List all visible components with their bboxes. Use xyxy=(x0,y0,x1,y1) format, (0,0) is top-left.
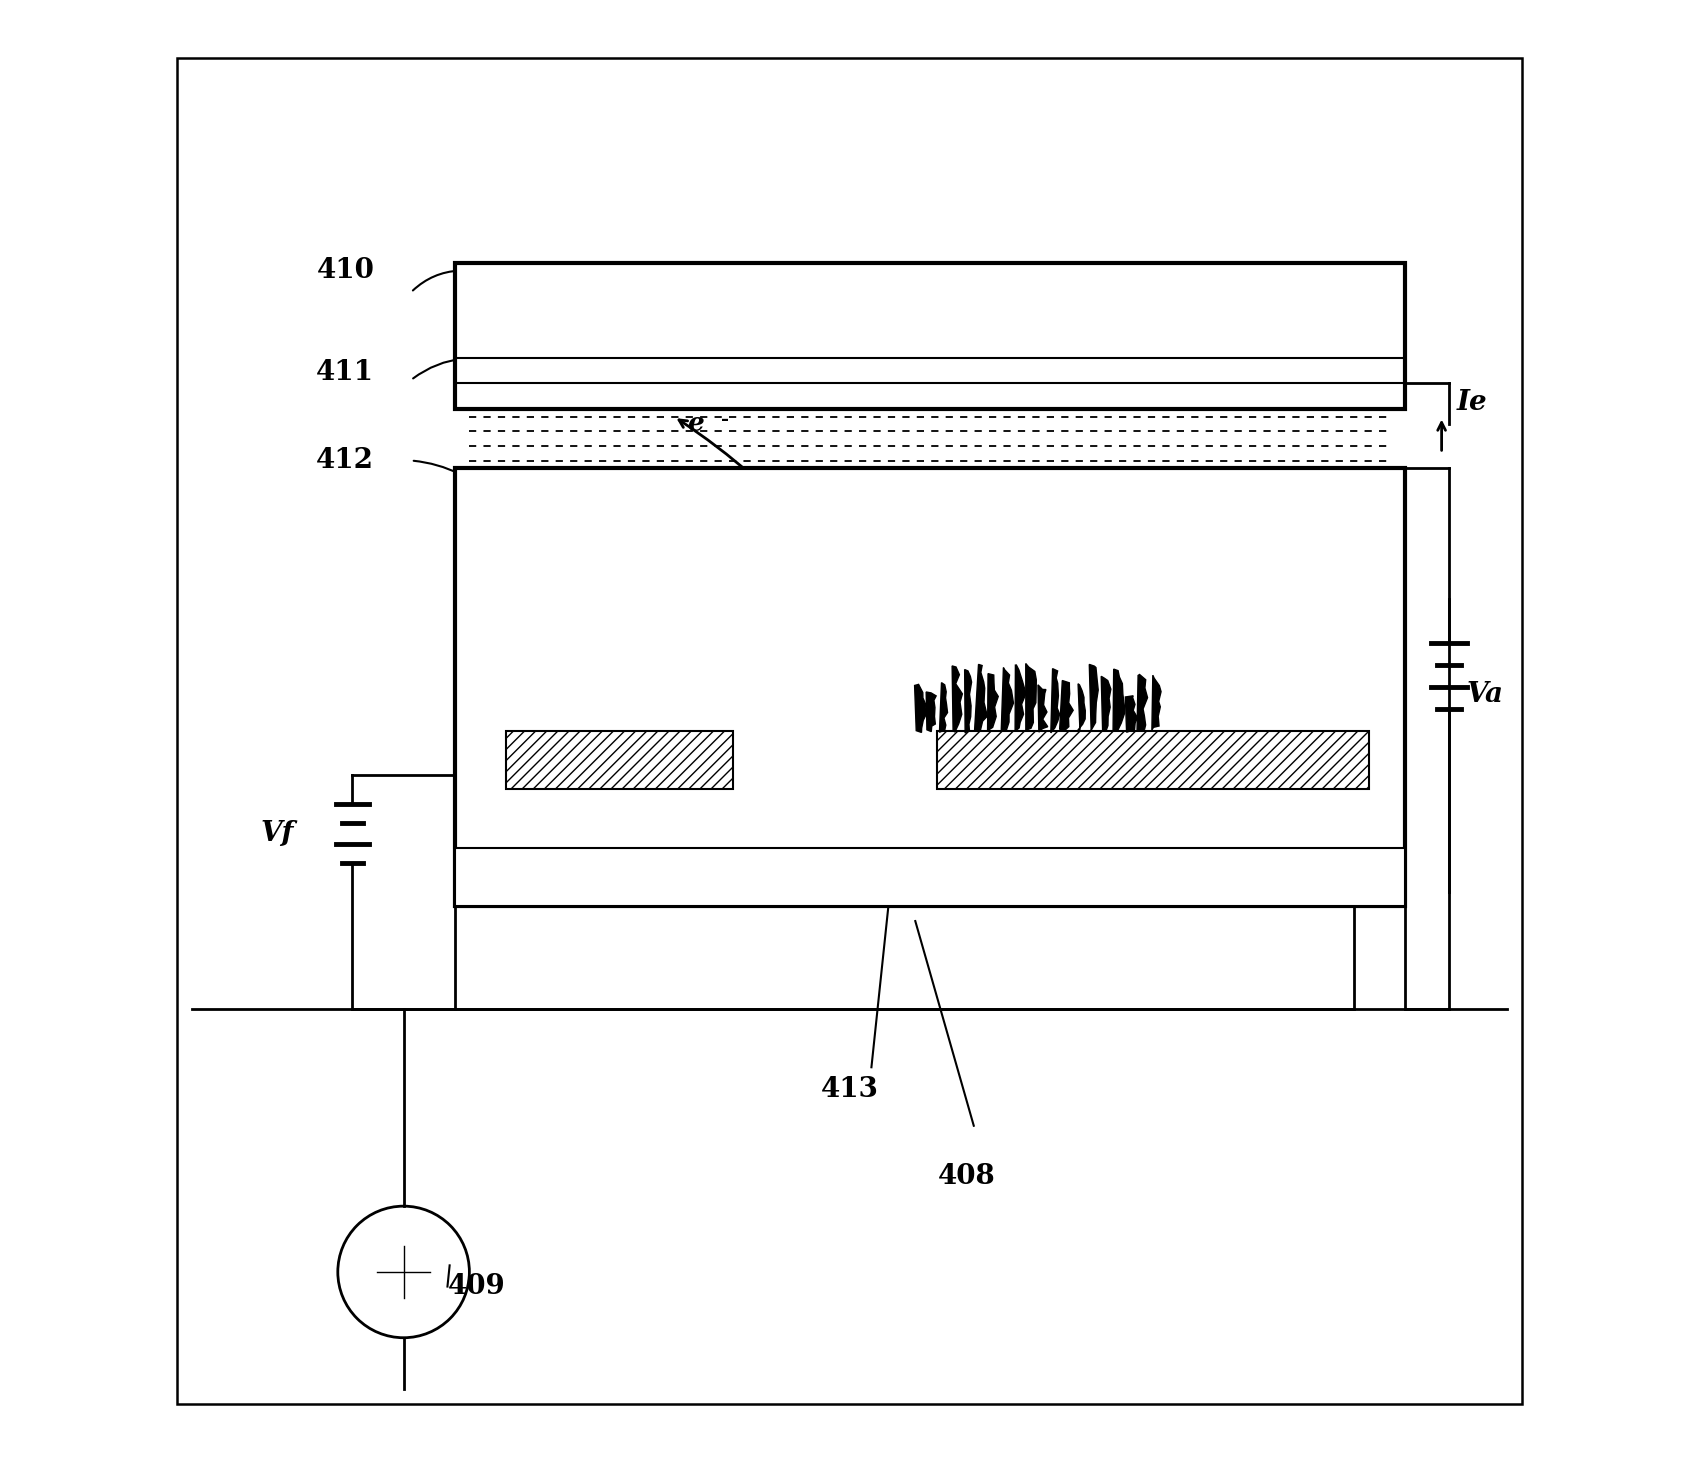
Bar xyxy=(506,731,732,789)
Polygon shape xyxy=(1049,668,1060,732)
Text: 411: 411 xyxy=(316,360,374,386)
Text: 410: 410 xyxy=(316,257,374,284)
Text: Va: Va xyxy=(1465,681,1503,708)
Polygon shape xyxy=(1112,670,1124,731)
Polygon shape xyxy=(1100,677,1110,731)
Polygon shape xyxy=(975,664,987,731)
Polygon shape xyxy=(1151,675,1160,730)
Text: Vf: Vf xyxy=(260,820,294,846)
Bar xyxy=(455,848,1404,906)
Text: e: e xyxy=(688,411,705,437)
Polygon shape xyxy=(987,674,998,731)
Polygon shape xyxy=(1088,664,1097,730)
Polygon shape xyxy=(1124,696,1136,732)
Text: 412: 412 xyxy=(316,447,374,474)
Polygon shape xyxy=(1077,684,1085,731)
Polygon shape xyxy=(1014,665,1026,731)
Text: H: H xyxy=(550,601,577,627)
Polygon shape xyxy=(1136,674,1146,731)
Polygon shape xyxy=(1037,684,1048,732)
Text: -: - xyxy=(722,411,728,428)
Text: 413: 413 xyxy=(820,1076,878,1102)
Bar xyxy=(937,731,1367,789)
Polygon shape xyxy=(1000,668,1014,730)
Text: If: If xyxy=(1027,499,1051,525)
Polygon shape xyxy=(951,665,961,732)
Polygon shape xyxy=(914,684,925,732)
Text: 409: 409 xyxy=(447,1273,504,1300)
Text: 408: 408 xyxy=(937,1164,995,1190)
Polygon shape xyxy=(939,683,947,732)
Polygon shape xyxy=(925,692,936,731)
Text: Ie: Ie xyxy=(1455,389,1486,415)
Polygon shape xyxy=(1060,680,1073,730)
Polygon shape xyxy=(1026,664,1036,730)
Bar xyxy=(455,263,1404,409)
Polygon shape xyxy=(964,670,971,732)
Bar xyxy=(455,468,1404,906)
